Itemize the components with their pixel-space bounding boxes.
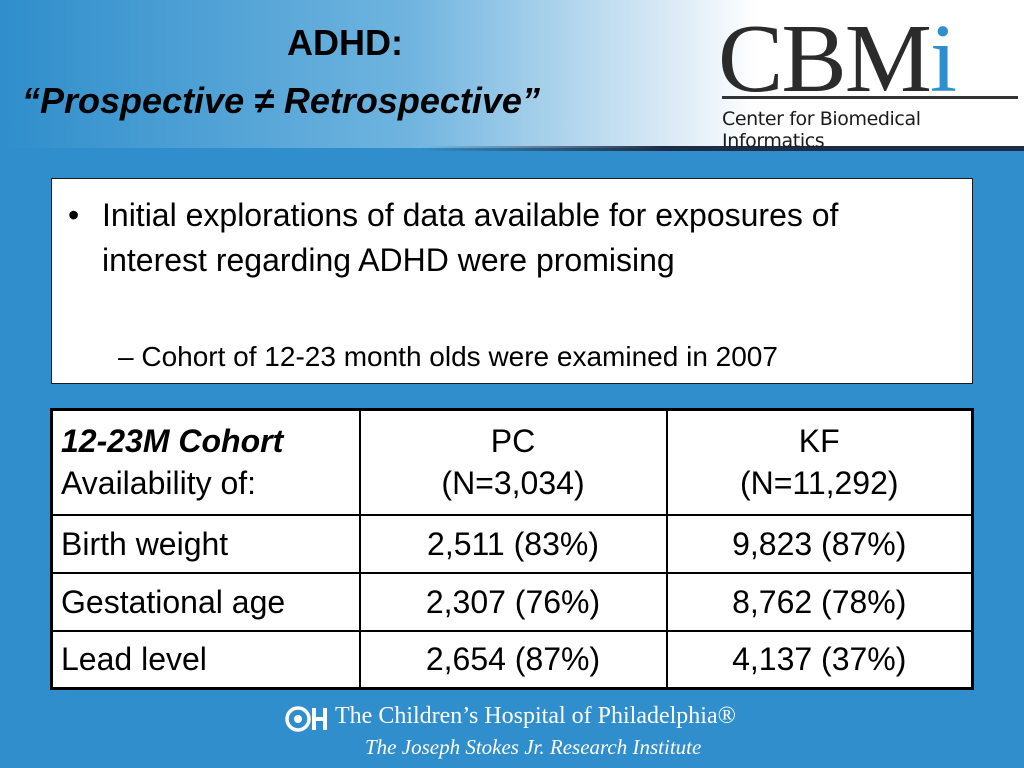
cell-pc: 2,654 (87%)	[358, 629, 668, 690]
cohort-availability-table: 12-23M Cohort Availability of: PC (N=3,0…	[50, 408, 974, 690]
row-label: Lead level	[50, 629, 361, 690]
footer-branding: The Children’s Hospital of Philadelphia®…	[285, 703, 755, 763]
bullet-item: • Initial explorations of data available …	[60, 193, 920, 283]
column-header-pc: PC	[490, 423, 536, 460]
cell-pc: 2,511 (83%)	[358, 513, 668, 574]
cbmi-logo-rule	[722, 96, 1018, 99]
cohort-label: 12-23M Cohort	[61, 423, 284, 460]
cbmi-logo: CBMi Center for Biomedical Informatics	[718, 4, 1018, 152]
row-label: Birth weight	[50, 513, 361, 574]
cell-kf: 9,823 (87%)	[665, 513, 974, 574]
slide-subtitle: “Prospective ≠ Retrospective”	[22, 80, 540, 121]
cbmi-letters-cbm: CBM	[718, 5, 932, 113]
table-header-cell: 12-23M Cohort Availability of:	[50, 408, 361, 516]
table-header-cell: PC (N=3,034)	[358, 408, 668, 516]
row-label: Gestational age	[50, 571, 361, 632]
header-divider	[420, 146, 1024, 151]
sub-bullet-item: – Cohort of 12-23 month olds were examin…	[118, 341, 778, 372]
slide-title: ADHD:	[287, 22, 403, 63]
footer-institute-name: The Joseph Stokes Jr. Research Institute	[365, 735, 702, 759]
table-row: Lead level 2,654 (87%) 4,137 (37%)	[50, 629, 974, 690]
table-row: Gestational age 2,307 (76%) 8,762 (78%)	[50, 571, 974, 632]
bullet-text-box: • Initial explorations of data available …	[51, 178, 973, 384]
bullet-mark: •	[68, 197, 80, 233]
availability-label: Availability of:	[61, 465, 257, 502]
cell-kf: 8,762 (78%)	[665, 571, 974, 632]
column-header-kf: KF	[798, 423, 840, 460]
cbmi-letter-i: i	[929, 5, 957, 113]
cell-kf: 4,137 (37%)	[665, 629, 974, 690]
column-header-kf-n: (N=11,292)	[739, 465, 899, 502]
cbmi-logo-subtitle: Center for Biomedical Informatics	[722, 108, 921, 152]
cbmi-logo-letters: CBMi	[718, 4, 957, 114]
table-header-cell: KF (N=11,292)	[665, 408, 974, 516]
table-header-row: 12-23M Cohort Availability of: PC (N=3,0…	[50, 408, 974, 516]
cell-pc: 2,307 (76%)	[358, 571, 668, 632]
column-header-pc-n: (N=3,034)	[441, 465, 585, 502]
chop-logo-icon	[285, 706, 327, 732]
header-band	[0, 0, 1024, 148]
bullet-text: Initial explorations of data available f…	[102, 197, 839, 278]
footer-hospital-name: The Children’s Hospital of Philadelphia®	[335, 703, 736, 729]
table-row: Birth weight 2,511 (83%) 9,823 (87%)	[50, 513, 974, 574]
